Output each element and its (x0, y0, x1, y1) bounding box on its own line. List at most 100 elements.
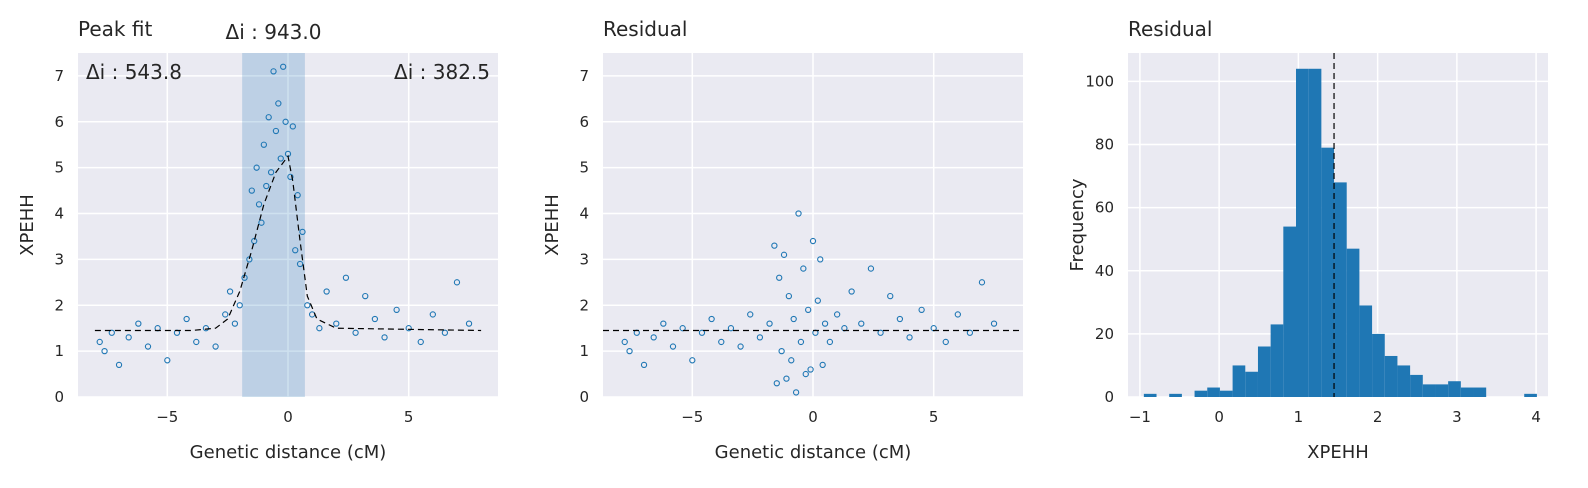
x-tick-label: 0 (808, 408, 818, 426)
data-point (785, 292, 793, 300)
data-point (299, 228, 306, 236)
histogram-bar (1422, 384, 1436, 397)
data-point (280, 63, 287, 70)
data-point (727, 325, 735, 332)
data-point (773, 380, 780, 387)
histogram-bar (1270, 324, 1284, 397)
y-tick-label: 100 (1085, 72, 1114, 90)
histogram-bar (1296, 68, 1309, 397)
data-point (858, 320, 865, 327)
histogram-bar (1334, 182, 1347, 397)
data-point (990, 320, 998, 327)
y-tick-label: 0 (1104, 388, 1114, 406)
data-point (202, 325, 210, 332)
data-point (800, 265, 807, 272)
data-point (698, 329, 706, 336)
data-point (263, 182, 270, 190)
data-point (236, 302, 243, 309)
data-point (212, 343, 219, 350)
y-tick-label: 4 (54, 205, 64, 223)
annotation-center: Δi : 943.0 (226, 20, 322, 44)
data-point (417, 338, 424, 346)
data-point (906, 334, 913, 341)
data-point (231, 320, 239, 327)
data-point (253, 164, 260, 171)
data-point (640, 361, 648, 369)
data-point (766, 320, 773, 327)
histogram-bar (1448, 381, 1461, 397)
data-point (292, 247, 299, 254)
y-tick-label: 80 (1095, 136, 1114, 154)
data-point (135, 320, 142, 327)
subplot-3: −1 0 1 2 3 4020406080100XPEHHFrequencyResidua… (1067, 17, 1548, 463)
data-point (352, 329, 359, 336)
data-point (918, 306, 925, 314)
y-tick-label: 40 (1095, 262, 1114, 280)
data-point (817, 256, 824, 263)
plot-title: Residual (1128, 17, 1212, 41)
data-point (783, 375, 790, 382)
data-point (183, 315, 190, 323)
x-tick-label: 5 (929, 408, 939, 426)
plot-title: Residual (603, 17, 687, 41)
data-point (778, 347, 785, 355)
y-tick-label: 1 (579, 342, 589, 360)
data-point (342, 274, 350, 281)
data-point (780, 251, 788, 258)
histogram-bar (1283, 226, 1296, 397)
y-axis-label: XPEHH (542, 194, 563, 256)
data-point (316, 325, 323, 332)
y-tick-label: 5 (579, 159, 589, 177)
data-point (771, 242, 778, 249)
data-point (164, 357, 171, 364)
histogram-bar (1257, 346, 1271, 397)
x-tick-label: 0 (1214, 408, 1224, 426)
data-point (125, 334, 132, 341)
data-point (809, 237, 817, 245)
data-point (96, 338, 103, 346)
data-point (978, 279, 986, 286)
y-tick-label: 0 (579, 388, 589, 406)
data-point (788, 357, 795, 364)
histogram-bar (1194, 390, 1208, 397)
data-point (807, 366, 814, 373)
subplot-1: −5 0 5 0 1 2 3 4 5 6 7 Genetic distance (cM) XPEHH Pe… (17, 17, 498, 463)
data-point (848, 288, 855, 295)
histogram-bar (1524, 393, 1537, 397)
x-axis-label: Genetic distance (cM) (190, 442, 387, 463)
histogram-bar (1473, 387, 1487, 397)
data-point (144, 343, 152, 350)
data-point (193, 338, 200, 346)
histogram-bar (1384, 355, 1398, 397)
data-point (289, 123, 296, 130)
data-point (708, 315, 715, 323)
data-point (626, 347, 633, 355)
data-point (814, 297, 821, 304)
y-tick-label: 1 (54, 342, 64, 360)
histogram-bar (1397, 365, 1411, 397)
data-point (277, 155, 284, 162)
y-tick-label: 0 (54, 388, 64, 406)
data-point (821, 320, 829, 327)
histogram-bar (1410, 374, 1423, 397)
data-point (101, 347, 108, 355)
x-tick-label: −5 (156, 408, 178, 426)
data-point (747, 311, 754, 318)
y-tick-label: 4 (579, 205, 589, 223)
histogram-bar (1372, 333, 1385, 397)
data-point (826, 338, 834, 346)
annotation-left: Δi : 543.8 (86, 60, 182, 84)
data-point (251, 237, 258, 245)
histogram-bar (1460, 387, 1474, 397)
data-point (792, 389, 800, 396)
subplot-2: −5 0 5 0 1 2 3 4 5 6 7 Genetic distance (cM) XPEHH Re… (542, 17, 1023, 463)
data-point (115, 361, 123, 369)
data-point (819, 361, 826, 369)
data-point (267, 169, 275, 176)
data-point (689, 357, 696, 364)
data-point (790, 315, 797, 323)
y-tick-label: 5 (54, 159, 64, 177)
x-axis-label: XPEHH (1307, 442, 1369, 463)
histogram-bar (1169, 393, 1182, 397)
data-point (248, 187, 255, 194)
